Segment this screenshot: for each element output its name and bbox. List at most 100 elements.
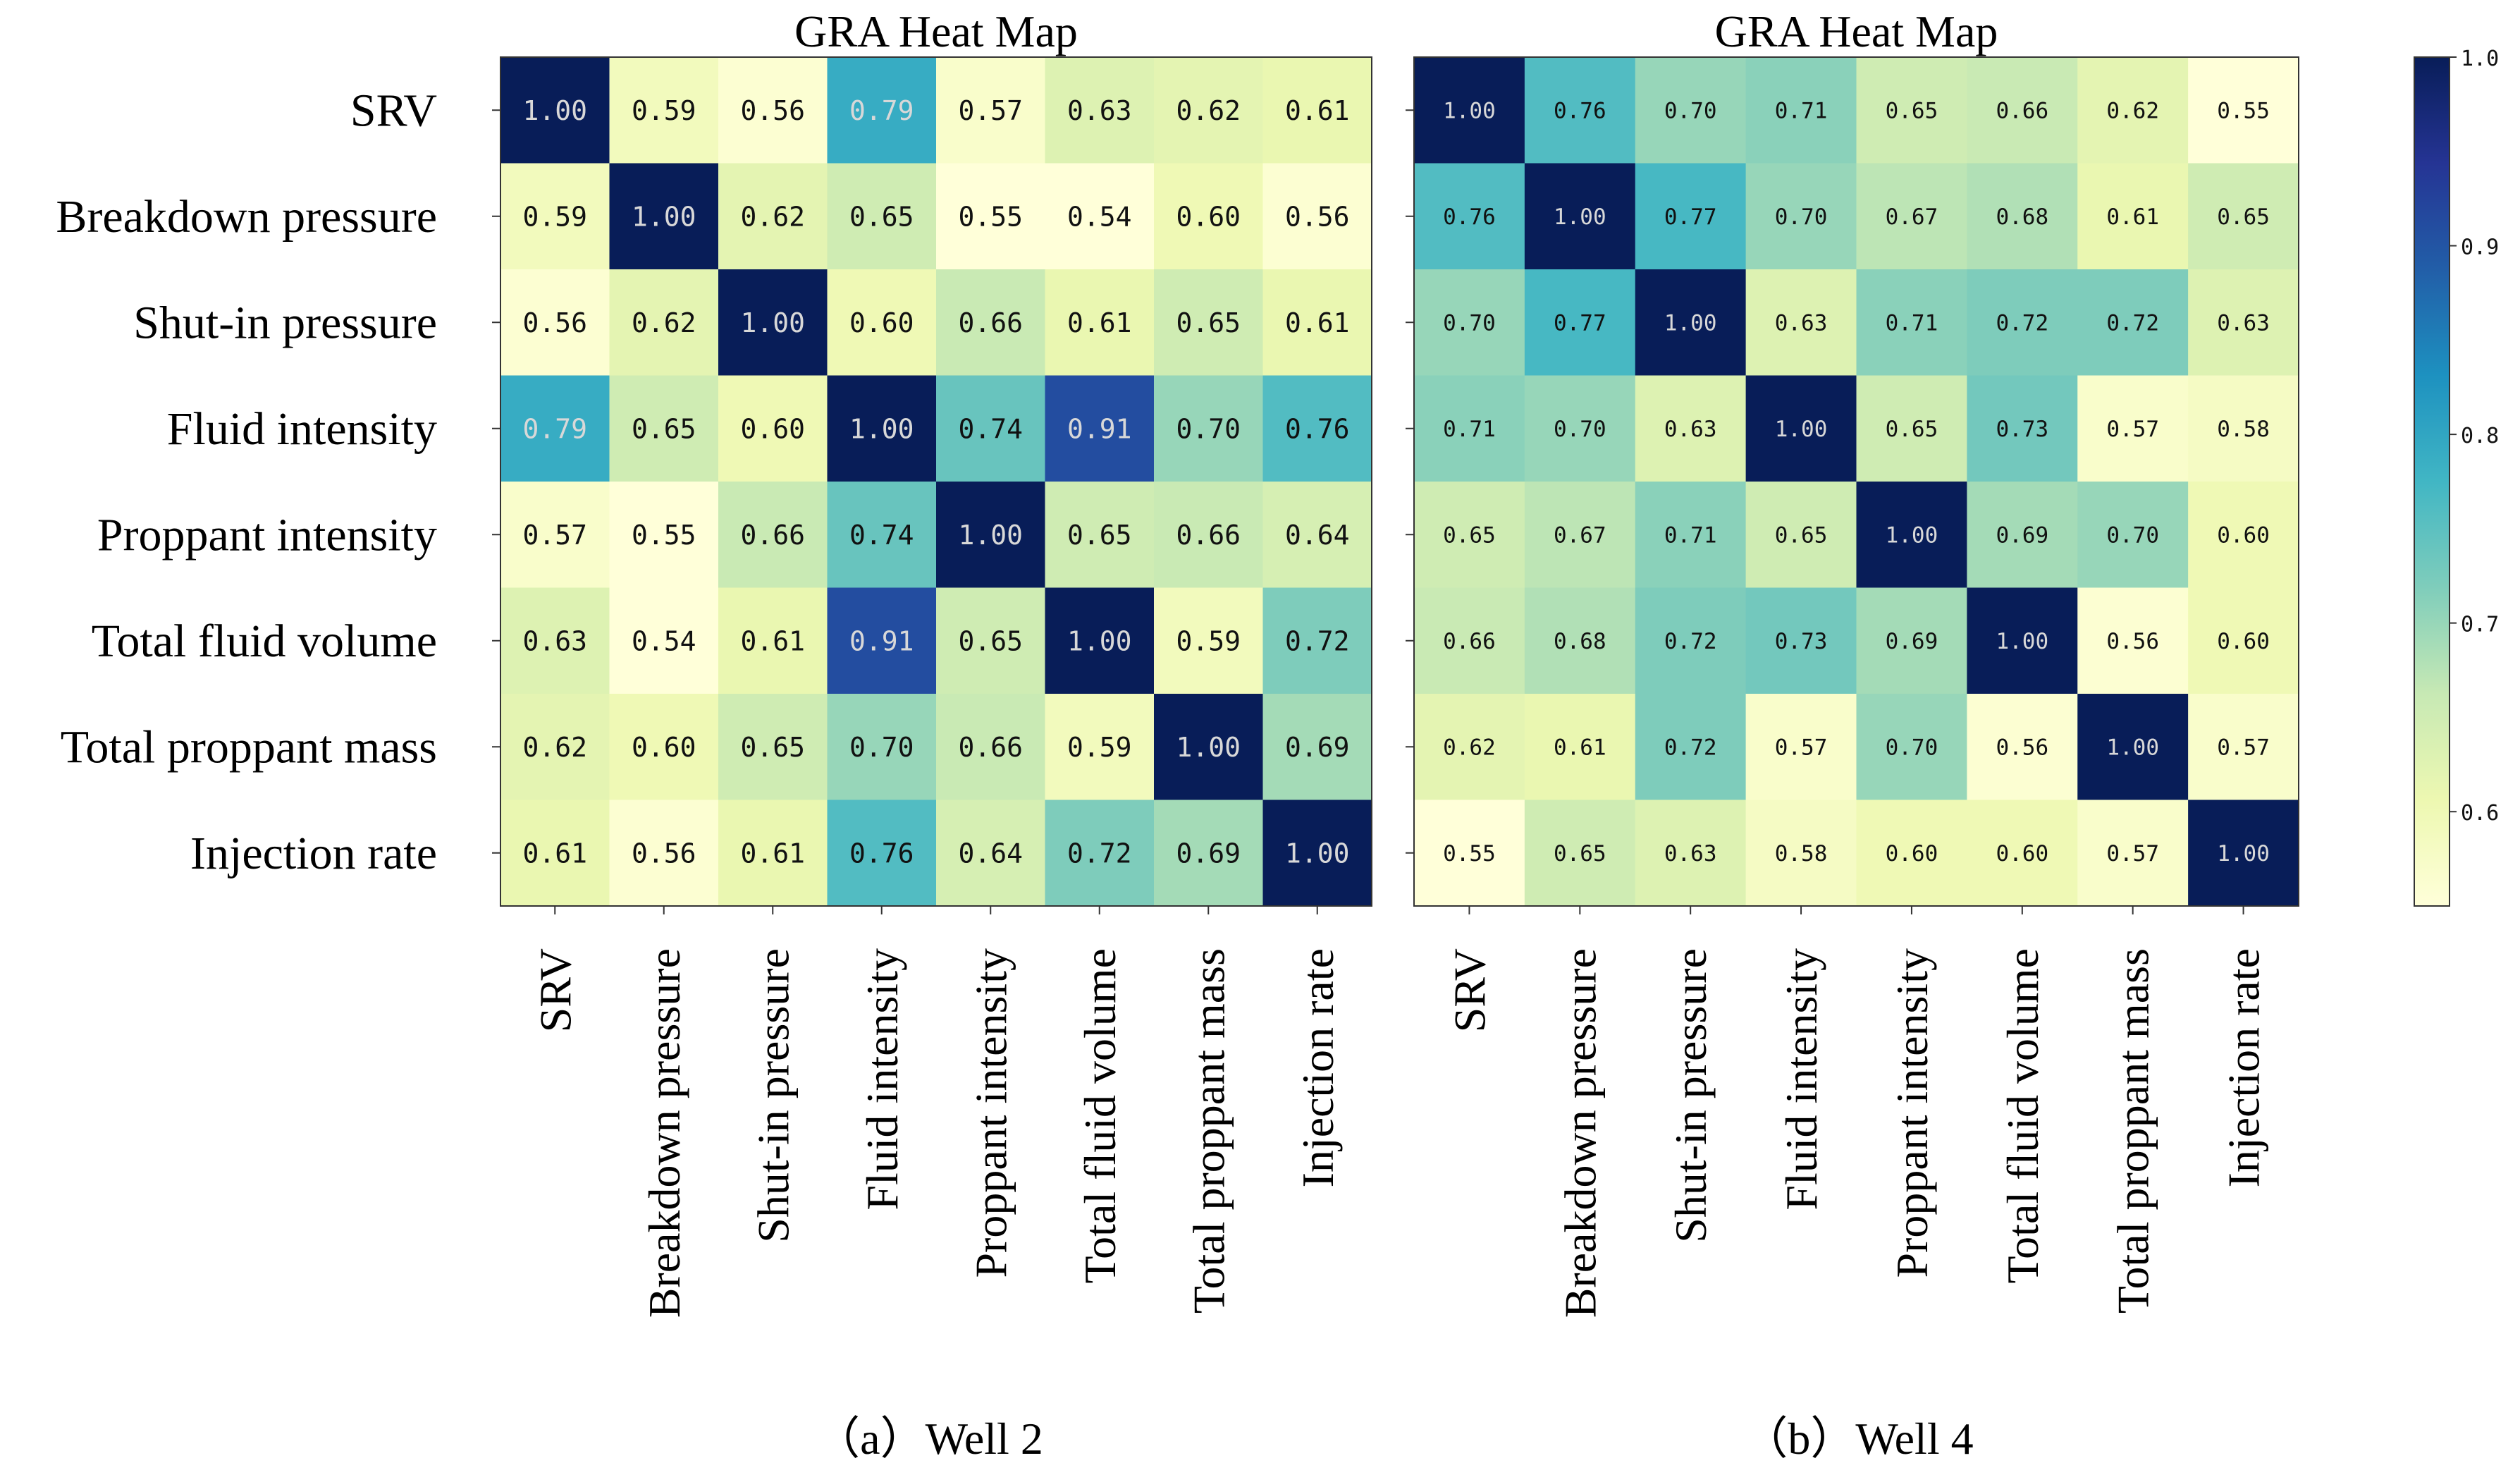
cell-value-label-well-4: 0.76: [1443, 204, 1496, 230]
x-tick-label-well-2: Fluid intensity: [857, 948, 907, 1211]
heatmap-cell-well-2: [936, 269, 1046, 376]
cell-value-label-well-4: 0.77: [1664, 204, 1717, 230]
cell-value-label-well-4: 1.00: [2106, 735, 2159, 760]
heatmap-title-well-4: GRA Heat Map: [1715, 6, 1998, 56]
heatmap-cell-well-2: [1262, 694, 1372, 801]
cell-value-label-well-2: 0.61: [740, 838, 805, 869]
heatmap-cell-well-4: [1856, 57, 1967, 164]
cell-value-label-well-4: 0.70: [2106, 522, 2159, 548]
x-tick-label-well-2: Total fluid volume: [1075, 948, 1125, 1283]
cell-value-label-well-4: 0.69: [1886, 629, 1938, 654]
cell-value-label-well-2: 0.59: [632, 95, 696, 126]
cell-value-label-well-2: 0.65: [958, 625, 1023, 656]
cell-value-label-well-2: 0.62: [1176, 95, 1241, 126]
cell-value-label-well-4: 0.65: [1554, 841, 1606, 866]
cell-value-label-well-2: 0.61: [522, 838, 587, 869]
heatmap-cell-well-4: [2188, 57, 2299, 164]
cell-value-label-well-2: 0.55: [958, 201, 1023, 232]
heatmap-cell-well-4: [2077, 694, 2189, 801]
cell-value-label-well-2: 0.55: [632, 520, 696, 551]
cell-value-label-well-4: 0.70: [1443, 310, 1496, 336]
heatmap-cell-well-2: [1262, 163, 1372, 270]
cell-value-label-well-4: 0.62: [2106, 98, 2159, 123]
cell-value-label-well-2: 0.69: [1285, 732, 1350, 763]
cell-value-label-well-4: 0.68: [1996, 204, 2048, 230]
heatmap-cell-well-2: [1045, 57, 1155, 164]
cell-value-label-well-4: 1.00: [1886, 522, 1938, 548]
cell-value-label-well-4: 0.62: [1443, 735, 1496, 760]
x-tick-label-well-4: SRV: [1444, 948, 1494, 1032]
heatmap-cell-well-2: [500, 57, 610, 164]
heatmap-cell-well-2: [500, 800, 610, 907]
heatmap-cell-well-2: [827, 269, 937, 376]
heatmap-cell-well-2: [827, 163, 937, 270]
heatmap-cell-well-2: [1262, 587, 1372, 694]
heatmap-cell-well-4: [2188, 375, 2299, 482]
cell-value-label-well-2: 0.62: [740, 201, 805, 232]
cell-value-label-well-4: 0.58: [1775, 841, 1828, 866]
heatmap-cell-well-4: [1967, 482, 2078, 589]
x-tick-label-well-4: Breakdown pressure: [1555, 948, 1605, 1318]
heatmap-cell-well-4: [1414, 800, 1525, 907]
y-tick-label: Breakdown pressure: [56, 191, 437, 243]
heatmap-cell-well-2: [500, 482, 610, 589]
heatmap-cell-well-2: [1262, 57, 1372, 164]
x-tick-label-well-2: Breakdown pressure: [639, 948, 689, 1318]
cell-value-label-well-2: 0.72: [1067, 838, 1132, 869]
cell-value-label-well-2: 1.00: [740, 307, 805, 338]
heatmap-cell-well-4: [1635, 800, 1747, 907]
cell-value-label-well-2: 0.91: [1067, 413, 1132, 444]
heatmap-cell-well-4: [1745, 694, 1857, 801]
cell-value-label-well-2: 0.79: [849, 95, 914, 126]
heatmap-cell-well-2: [500, 269, 610, 376]
heatmap-cell-well-2: [1154, 482, 1264, 589]
cell-value-label-well-4: 0.68: [1554, 629, 1606, 654]
cell-value-label-well-4: 0.58: [2217, 417, 2270, 442]
cell-value-label-well-4: 0.72: [1664, 735, 1717, 760]
heatmap-cell-well-2: [1262, 269, 1372, 376]
cell-value-label-well-4: 0.71: [1664, 522, 1717, 548]
heatmap-cell-well-2: [827, 800, 937, 907]
heatmap-cell-well-2: [827, 482, 937, 589]
heatmap-cell-well-4: [1635, 163, 1747, 270]
cell-value-label-well-2: 0.65: [1067, 520, 1132, 551]
cell-value-label-well-2: 1.00: [849, 413, 914, 444]
cell-value-label-well-2: 0.60: [632, 732, 696, 763]
heatmap-cell-well-2: [1045, 587, 1155, 694]
heatmap-cell-well-4: [1745, 800, 1857, 907]
heatmap-cell-well-4: [1414, 694, 1525, 801]
colorbar-tick-label: 0.7: [2461, 613, 2499, 637]
cell-value-label-well-2: 0.62: [522, 732, 587, 763]
cell-value-label-well-4: 0.65: [1886, 98, 1938, 123]
heatmap-cell-well-4: [2188, 163, 2299, 270]
heatmap-cell-well-4: [1856, 587, 1967, 694]
heatmap-cell-well-2: [1045, 375, 1155, 482]
cell-value-label-well-4: 0.63: [1775, 310, 1828, 336]
heatmap-cell-well-4: [1856, 800, 1967, 907]
cell-value-label-well-2: 0.74: [958, 413, 1023, 444]
heatmap-cell-well-4: [1967, 163, 2078, 270]
heatmap-cell-well-2: [936, 800, 1046, 907]
colorbar-tick-label: 1.0: [2461, 47, 2499, 71]
heatmap-cell-well-2: [827, 57, 937, 164]
heatmap-cell-well-4: [2188, 482, 2299, 589]
cell-value-label-well-2: 0.64: [1285, 520, 1350, 551]
cell-value-label-well-2: 0.63: [522, 625, 587, 656]
heatmap-cell-well-4: [2077, 57, 2189, 164]
cell-value-label-well-2: 0.65: [1176, 307, 1241, 338]
heatmap-cell-well-4: [1856, 694, 1967, 801]
cell-value-label-well-4: 0.67: [1886, 204, 1938, 230]
colorbar: [2414, 56, 2450, 907]
cell-value-label-well-2: 0.56: [1285, 201, 1350, 232]
heatmap-cell-well-2: [718, 482, 828, 589]
cell-value-label-well-2: 0.91: [849, 625, 914, 656]
heatmap-cell-well-4: [2188, 694, 2299, 801]
heatmap-cell-well-2: [718, 800, 828, 907]
heatmap-cell-well-4: [1414, 482, 1525, 589]
cell-value-label-well-4: 0.72: [2106, 310, 2159, 336]
heatmap-cell-well-4: [1635, 587, 1747, 694]
heatmap-cell-well-2: [609, 800, 719, 907]
heatmap-cell-well-2: [936, 375, 1046, 482]
heatmap-cell-well-2: [1154, 694, 1264, 801]
cell-value-label-well-4: 0.60: [1996, 841, 2048, 866]
